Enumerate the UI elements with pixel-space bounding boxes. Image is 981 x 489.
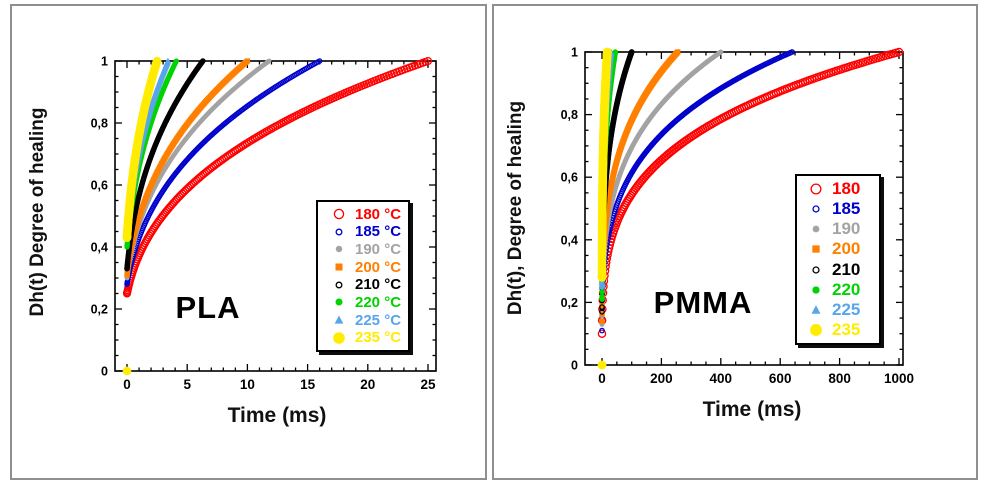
svg-text:800: 800 [828,371,851,386]
legend-item-220: 220 [805,280,875,300]
svg-text:200: 200 [650,371,673,386]
svg-text:400: 400 [710,371,733,386]
series-marker-icon [335,246,343,253]
legend-item-label: 200 °C [355,258,402,276]
series-marker-icon [335,281,343,289]
legend-item-180c: 180 °C [328,206,404,223]
pla-material-label: PLA [175,290,241,325]
legend-item-label: 235 °C [355,329,402,347]
legend-item-185c: 185 °C [328,223,404,240]
legend-item-label: 190 [832,219,861,239]
legend-item-label: 180 °C [355,205,402,223]
pmma-y-axis-title: Dh(t), Degree of healing [505,100,526,316]
legend-item-180: 180 [805,179,875,199]
pla-y-axis-title: Dh(t) Degree of healing [27,107,48,317]
legend-item-185: 185 [805,199,875,219]
svg-text:0: 0 [101,365,108,379]
svg-text:0: 0 [598,371,606,386]
legend-item-label: 210 °C [355,276,402,294]
legend-item-200c: 200 °C [328,259,404,276]
series-marker-icon [812,245,820,254]
series-marker-icon [335,228,343,236]
series-marker-icon [812,265,820,274]
legend-item-200: 200 [805,239,875,259]
svg-text:1000: 1000 [884,371,914,386]
pla-legend: 180 °C 185 °C 190 °C 200 °C 210 °C 220 °… [316,200,410,352]
pla-chart-panel: 0 5 10 15 20 25 0 0,2 0,4 0,6 0,8 1 Dh(t) Degree of… [10,4,487,480]
legend-item-190: 190 [805,219,875,239]
series-marker-icon [335,263,343,271]
legend-item-225c: 225 °C [328,312,404,329]
svg-text:0,8: 0,8 [561,108,578,122]
legend-item-220c: 220 °C [328,294,404,311]
svg-text:5: 5 [183,377,191,392]
series-marker-icon [810,323,822,336]
svg-text:0,6: 0,6 [561,171,578,185]
svg-text:0,6: 0,6 [91,179,108,193]
legend-item-225: 225 [805,300,875,320]
series-marker-icon [333,331,345,344]
legend-item-label: 225 °C [355,311,402,329]
svg-text:0: 0 [571,359,578,373]
series-marker-icon [334,315,344,324]
svg-text:15: 15 [300,377,316,392]
legend-item-label: 200 [832,239,861,259]
legend-item-label: 210 [832,259,861,279]
legend-item-235: 235 [805,320,875,340]
pmma-x-axis-title: Time (ms) [702,398,802,421]
svg-text:25: 25 [420,377,436,392]
svg-text:0,2: 0,2 [561,296,578,310]
legend-item-label: 225 [832,299,861,319]
series-marker-icon [811,305,821,314]
series-marker-icon [812,286,820,294]
svg-text:0,4: 0,4 [91,241,108,255]
legend-item-label: 235 [832,319,861,339]
pmma-material-label: PMMA [653,285,753,320]
legend-item-210c: 210 °C [328,276,404,293]
pla-x-axis-title: Time (ms) [227,404,327,427]
svg-text:0,4: 0,4 [561,233,578,247]
svg-text:600: 600 [769,371,792,386]
series-marker-icon [812,205,820,213]
legend-item-label: 180 [832,179,861,199]
svg-text:0: 0 [123,377,131,392]
series-marker-icon [333,208,345,220]
legend-item-210: 210 [805,260,875,280]
pmma-legend: 180 185 190 200 210 220 225 235 [795,174,881,345]
series-marker-icon [812,225,820,233]
series-marker-icon [335,298,343,306]
series-marker-icon [810,183,822,195]
legend-item-190c: 190 °C [328,241,404,258]
legend-item-label: 185 °C [355,223,402,241]
svg-text:20: 20 [360,377,375,392]
legend-item-label: 220 °C [355,293,402,311]
svg-text:0,2: 0,2 [91,303,108,317]
legend-item-label: 185 [832,199,861,219]
svg-text:1: 1 [571,46,578,60]
svg-text:10: 10 [240,377,255,392]
svg-text:0,8: 0,8 [91,117,108,131]
svg-text:1: 1 [101,55,108,69]
pmma-chart-panel: 0 200 400 600 800 1000 0 0,2 0,4 0,6 0,8 1 Dh(t), D… [492,4,978,480]
legend-item-label: 220 [832,279,861,299]
legend-item-235c: 235 °C [328,329,404,346]
pla-plot-area: 0 5 10 15 20 25 0 0,2 0,4 0,6 0,8 1 [91,55,437,392]
legend-item-label: 190 °C [355,240,402,258]
pmma-plot-area: 0 200 400 600 800 1000 0 0,2 0,4 0,6 0,8 1 [561,46,914,387]
